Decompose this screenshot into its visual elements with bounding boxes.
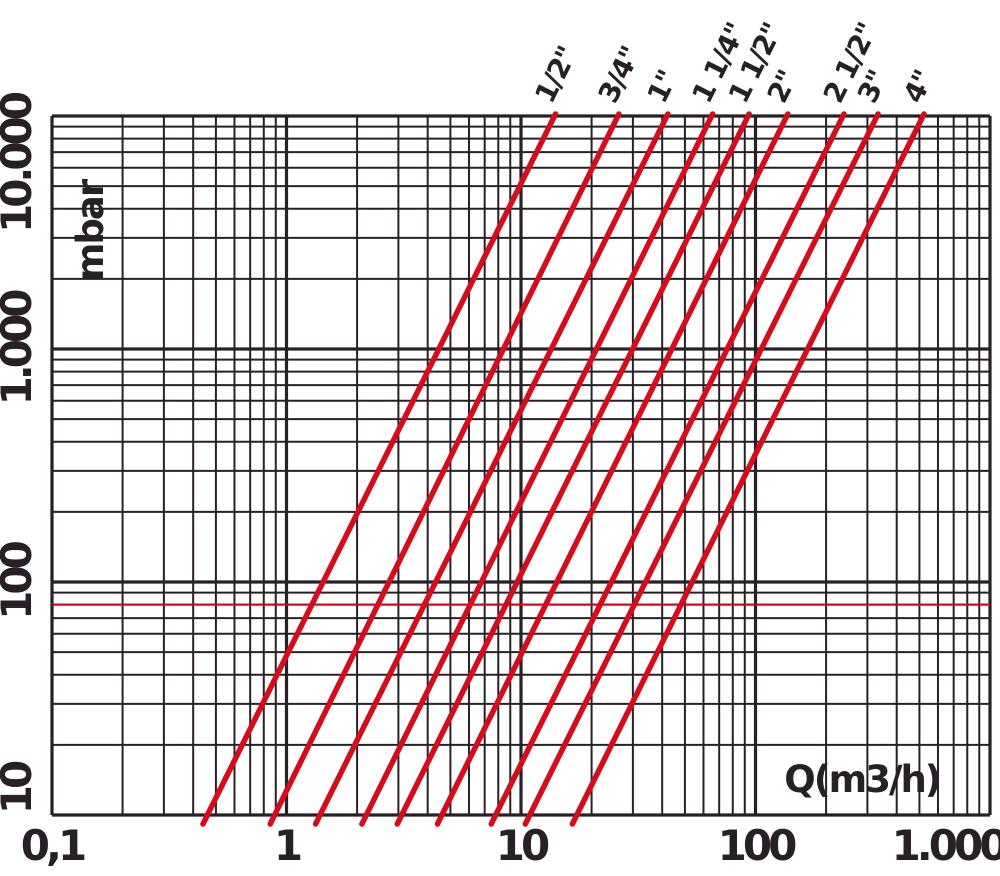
axis-labels-group: 0,1 1 10 100 1.000 10 100 1.000 10.000 mbar Q(m3/h… xyxy=(0,92,1000,870)
series-line xyxy=(488,111,847,827)
series-label: 1/2" xyxy=(528,42,583,108)
y-tick-label: 10.000 xyxy=(0,92,41,233)
series-line xyxy=(434,111,791,827)
y-tick-label: 1.000 xyxy=(0,290,41,406)
series-line xyxy=(394,111,752,827)
series-line xyxy=(312,111,671,827)
series-label: 1" xyxy=(641,66,684,109)
x-tick-label: 100 xyxy=(718,821,796,870)
x-tick-label: 1.000 xyxy=(892,821,1000,870)
series-lines-group xyxy=(200,111,927,827)
series-line xyxy=(522,111,881,827)
x-tick-label: 1 xyxy=(274,821,301,870)
series-line xyxy=(359,111,716,827)
series-line xyxy=(200,111,559,827)
y-tick-label: 10 xyxy=(0,761,41,814)
y-tick-label: 100 xyxy=(0,541,41,619)
series-line xyxy=(267,111,622,827)
series-label: 3/4" xyxy=(592,42,647,108)
series-label: 4" xyxy=(897,66,940,109)
x-tick-label: 0,1 xyxy=(21,821,85,870)
series-line xyxy=(569,111,927,827)
x-axis-title: Q(m3/h) xyxy=(784,758,939,801)
y-axis-title: mbar xyxy=(69,178,112,281)
x-tick-label: 10 xyxy=(496,821,549,870)
series-labels-group: 1/2" 3/4"1" 1 1/4"1 1/2"2" 2 1/2"3" 4" xyxy=(528,18,940,108)
